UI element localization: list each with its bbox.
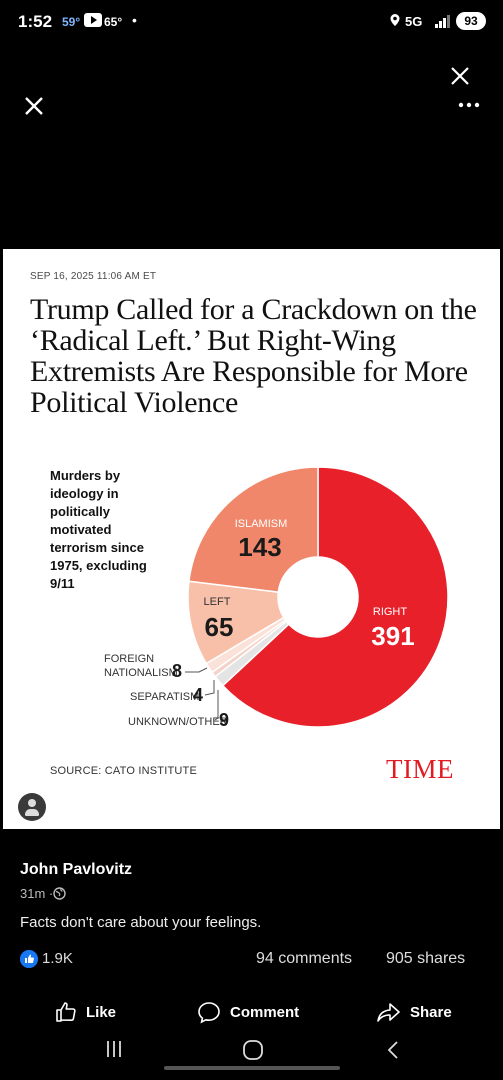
close-viewer-icon[interactable] bbox=[22, 94, 46, 118]
more-icon[interactable] bbox=[458, 102, 480, 108]
back-icon[interactable] bbox=[386, 1040, 400, 1060]
like-icon bbox=[56, 1002, 76, 1022]
share-button[interactable]: Share bbox=[376, 1000, 452, 1024]
time-logo: TIME bbox=[386, 754, 454, 784]
network-type: 5G bbox=[405, 14, 423, 29]
post-author[interactable]: John Pavlovitz bbox=[20, 861, 133, 878]
article-date: SEP 16, 2025 11:06 AM ET bbox=[30, 271, 157, 282]
comment-button[interactable]: Comment bbox=[196, 1000, 299, 1024]
post-caption: Facts don't care about your feelings. bbox=[20, 914, 262, 931]
like-label: Like bbox=[86, 1003, 117, 1021]
youtube-icon bbox=[84, 13, 102, 27]
shares-count[interactable]: 905 shares bbox=[386, 950, 466, 967]
signal-icon bbox=[435, 15, 450, 28]
home-indicator bbox=[164, 1066, 340, 1070]
location-icon bbox=[390, 14, 400, 26]
comment-label: Comment bbox=[230, 1003, 300, 1021]
weather-temp-2: 65° bbox=[104, 15, 123, 29]
battery-level: 93 bbox=[456, 12, 486, 30]
chart-source: SOURCE: CATO INSTITUTE bbox=[50, 765, 198, 777]
close-icon[interactable] bbox=[448, 64, 472, 88]
recent-apps-icon[interactable] bbox=[104, 1040, 124, 1058]
globe-icon bbox=[53, 887, 66, 900]
share-label: Share bbox=[410, 1003, 452, 1021]
home-icon[interactable] bbox=[242, 1039, 264, 1061]
share-icon bbox=[377, 1003, 400, 1022]
status-bar: 1:52 59° 65° • 5G 93 bbox=[0, 0, 503, 44]
like-reaction-icon[interactable] bbox=[20, 950, 38, 968]
post-time: 31m · bbox=[20, 886, 54, 901]
like-button[interactable]: Like bbox=[54, 1000, 116, 1024]
notification-dot: • bbox=[132, 12, 137, 28]
comment-icon bbox=[198, 1002, 220, 1024]
chart-caption: Murders by ideology in politically motiv… bbox=[50, 468, 147, 591]
avatar-icon[interactable] bbox=[18, 793, 46, 821]
article-headline: Trump Called for a Crackdown on the ‘Rad… bbox=[30, 293, 477, 419]
reaction-count[interactable]: 1.9K bbox=[42, 950, 73, 967]
status-time: 1:52 bbox=[18, 12, 53, 31]
weather-temp: 59° bbox=[62, 15, 81, 29]
comments-count[interactable]: 94 comments bbox=[256, 950, 353, 967]
